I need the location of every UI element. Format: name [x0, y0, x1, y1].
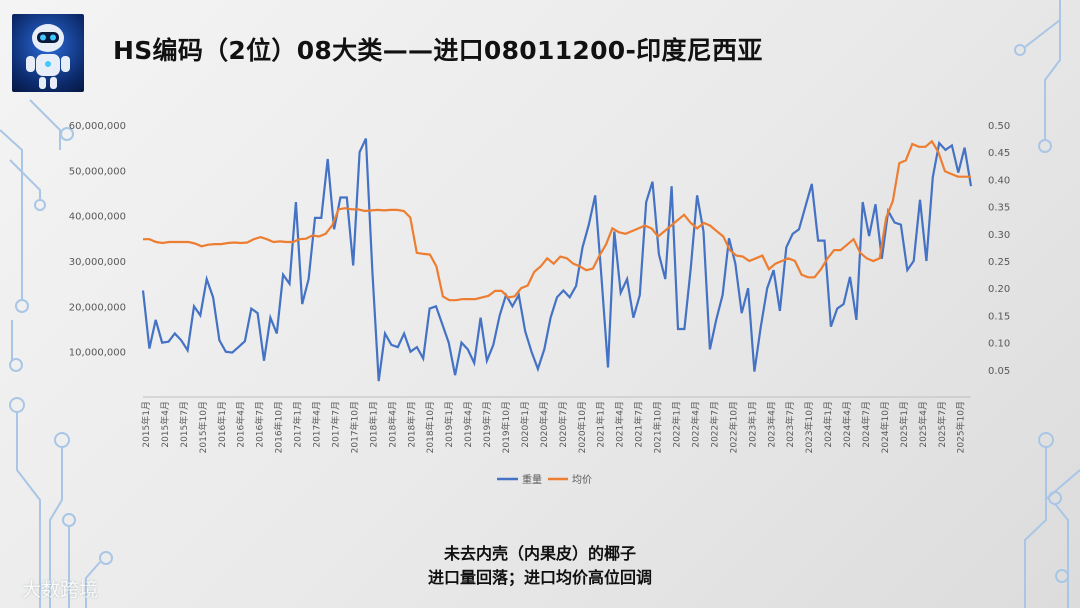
right-y-tick-label: 0.40	[988, 175, 1010, 186]
x-tick-label: 2023年10月	[803, 401, 815, 453]
series-weight-line	[141, 138, 973, 382]
x-tick-label: 2015年4月	[159, 401, 171, 448]
x-tick-label: 2023年7月	[784, 401, 796, 448]
left-y-tick-label: 60,000,000	[69, 121, 126, 132]
x-tick-label: 2022年4月	[689, 401, 701, 448]
x-tick-label: 2018年1月	[367, 401, 379, 448]
x-tick-label: 2021年7月	[633, 401, 645, 448]
x-tick-label: 2017年7月	[329, 401, 341, 448]
right-y-tick-label: 0.45	[988, 148, 1010, 159]
right-y-tick-label: 0.50	[988, 121, 1010, 132]
x-tick-label: 2019年4月	[462, 401, 474, 448]
right-y-tick-label: 0.10	[988, 339, 1010, 350]
right-y-tick-label: 0.05	[988, 366, 1010, 377]
footer-caption-summary: 进口量回落；进口均价高位回调	[427, 568, 652, 587]
watermark-brand: 大数跨境	[22, 579, 99, 601]
right-y-tick-label: 0.20	[988, 284, 1010, 295]
x-tick-label: 2016年1月	[216, 401, 228, 448]
legend-price-label: 均价	[572, 474, 592, 486]
x-tick-label: 2025年4月	[917, 401, 929, 448]
x-tick-label: 2021年4月	[614, 401, 626, 448]
x-tick-label: 2025年1月	[898, 401, 910, 448]
x-tick-label: 2023年1月	[746, 401, 758, 448]
x-tick-label: 2016年7月	[254, 401, 266, 448]
left-y-tick-label: 10,000,000	[69, 348, 126, 359]
page-title: HS编码（2位）08大类——进口08011200-印度尼西亚	[113, 36, 763, 65]
x-tick-label: 2018年10月	[424, 401, 436, 453]
legend: 重量 均价	[497, 473, 592, 486]
x-tick-label: 2019年10月	[500, 401, 512, 453]
x-tick-label: 2015年1月	[140, 401, 152, 448]
x-tick-label: 2021年1月	[595, 401, 607, 448]
x-tick-label: 2024年4月	[841, 401, 853, 448]
x-tick-label: 2016年10月	[273, 401, 285, 453]
x-tick-label: 2024年10月	[879, 401, 891, 453]
x-tick-label: 2020年4月	[538, 401, 550, 448]
x-tick-label: 2020年7月	[557, 401, 569, 448]
x-tick-label: 2019年7月	[481, 401, 493, 448]
x-tick-label: 2021年10月	[652, 401, 664, 453]
right-y-tick-label: 0.30	[988, 230, 1010, 241]
x-tick-label: 2017年4月	[311, 401, 323, 448]
x-tick-label: 2024年7月	[860, 401, 872, 448]
x-tick-label: 2025年10月	[955, 401, 967, 453]
right-y-tick-label: 0.35	[988, 203, 1010, 214]
x-tick-label: 2022年7月	[708, 401, 720, 448]
x-tick-label: 2019年1月	[443, 401, 455, 448]
x-axis-tick-labels: 2015年1月 2015年4月 2015年7月 2015年10月 2016年1月 2016…	[140, 401, 967, 453]
x-tick-label: 2018年7月	[405, 401, 417, 448]
left-y-tick-label: 30,000,000	[69, 257, 126, 268]
x-tick-label: 2016年4月	[235, 401, 247, 448]
x-tick-label: 2018年4月	[386, 401, 398, 448]
footer-caption-product: 未去内壳（内果皮）的椰子	[443, 544, 636, 563]
right-y-tick-label: 0.15	[988, 311, 1010, 322]
x-tick-label: 2017年1月	[292, 401, 304, 448]
left-y-tick-label: 40,000,000	[69, 212, 126, 223]
x-tick-label: 2020年1月	[519, 401, 531, 448]
right-y-axis: 0.05 0.10 0.15 0.20 0.25 0.30 0.35 0.40 0.45 0.50	[988, 121, 1010, 377]
x-tick-label: 2025年7月	[936, 401, 948, 448]
robot-logo	[12, 14, 84, 92]
left-y-tick-label: 20,000,000	[69, 302, 126, 313]
x-tick-label: 2022年1月	[671, 401, 683, 448]
x-tick-label: 2017年10月	[348, 401, 360, 453]
x-tick-label: 2023年4月	[765, 401, 777, 448]
right-y-tick-label: 0.25	[988, 257, 1010, 268]
left-y-axis: 10,000,000 20,000,000 30,000,000 40,000,000…	[69, 121, 126, 359]
left-y-tick-label: 50,000,000	[69, 166, 126, 177]
legend-weight-label: 重量	[522, 473, 542, 486]
x-tick-label: 2022年10月	[727, 401, 739, 453]
x-tick-label: 2015年7月	[178, 401, 190, 448]
x-tick-label: 2020年10月	[576, 401, 588, 453]
x-tick-label: 2015年10月	[197, 401, 209, 453]
series-price-line	[143, 139, 971, 302]
x-tick-label: 2024年1月	[822, 401, 834, 448]
